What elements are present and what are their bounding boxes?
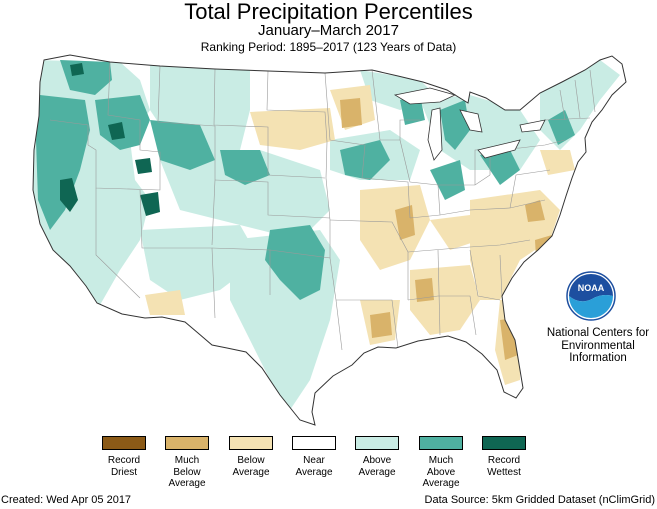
legend-label-record-driest: Record Driest	[107, 455, 141, 478]
legend-swatch-much-below	[165, 436, 209, 450]
legend-swatch-much-above	[419, 436, 463, 450]
legend-swatch-below	[229, 436, 273, 450]
organization-line1: National Centers for	[546, 327, 650, 339]
legend-swatch-near	[292, 436, 336, 450]
map-title: Total Precipitation Percentiles	[184, 0, 473, 24]
legend-label-much-below: Much Below Average	[168, 455, 206, 489]
great-lakes	[393, 87, 546, 161]
legend-label-below: Below Average	[232, 455, 270, 478]
legend-label-near: Near Average	[295, 455, 333, 478]
noaa-logo-text: NOAA	[578, 283, 605, 293]
created-date: Created: Wed Apr 05 2017	[1, 494, 132, 506]
legend-swatch-above	[355, 436, 399, 450]
map-subtitle: January–March 2017	[258, 22, 399, 39]
ranking-period: Ranking Period: 1895–2017 (123 Years of …	[200, 40, 457, 54]
legend-swatch-record-wettest	[482, 436, 526, 450]
state-boundaries	[49, 61, 596, 351]
organization-line3: Information	[569, 352, 627, 364]
precipitation-fill	[33, 55, 626, 425]
organization-name: National Centers for Environmental Infor…	[538, 327, 657, 365]
legend-label-record-wettest: Record Wettest	[487, 455, 521, 478]
data-source: Data Source: 5km Gridded Dataset (nClimG…	[424, 494, 655, 506]
us-outline	[32, 54, 627, 426]
organization-line2: Environmental	[561, 339, 635, 352]
legend-label-much-above: Much Above Average	[422, 455, 460, 489]
legend-swatch-record-driest	[102, 436, 146, 450]
noaa-logo-icon: NOAA	[566, 271, 616, 321]
record-wettest-areas	[60, 63, 160, 216]
legend-label-above: Above Average	[358, 455, 396, 478]
much-above-average-areas	[36, 60, 575, 300]
